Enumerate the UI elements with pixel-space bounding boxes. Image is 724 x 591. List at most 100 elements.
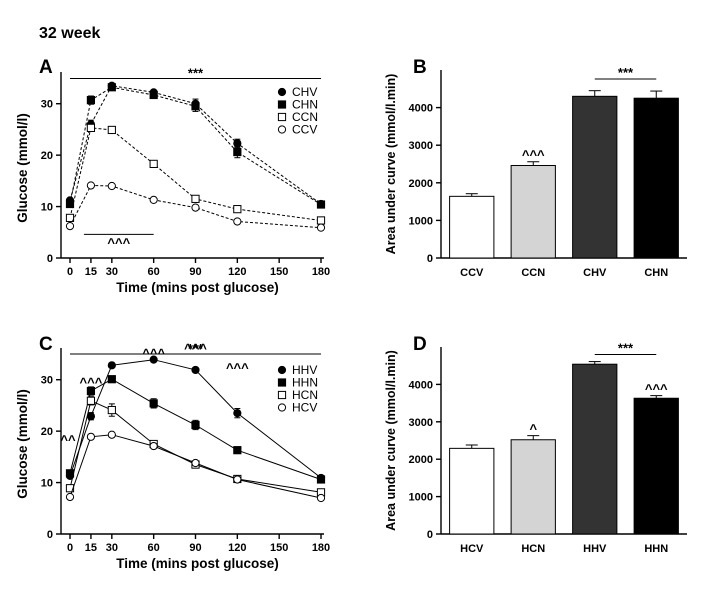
panel-b: B 0 1000 2000 3000 4000 Area under curve (mmol…: [384, 57, 687, 279]
significance-marker: ***: [188, 66, 204, 81]
figure-title: 32 week: [39, 25, 100, 42]
x-tick-label: 15: [85, 542, 97, 554]
x-tick-label: CCN: [521, 267, 545, 279]
data-point: [316, 223, 326, 232]
bar-hcn: [510, 435, 556, 535]
legend-label: CCV: [292, 123, 317, 137]
y-tick-label: 0: [427, 253, 433, 265]
x-tick-label: 180: [312, 542, 330, 554]
significance-marker: ^^^: [80, 375, 103, 390]
legend-label: CCN: [292, 110, 318, 124]
panel-label: C: [39, 334, 53, 355]
bar-hhn: [633, 395, 679, 535]
y-tick-label: 20: [41, 426, 53, 438]
x-tick-label: 30: [106, 542, 118, 554]
x-tick-label: 120: [228, 542, 246, 554]
x-tick-label: 60: [148, 266, 160, 278]
legend-label: HHN: [292, 376, 318, 390]
y-tick-label: 3000: [409, 140, 433, 152]
data-point: [107, 83, 116, 92]
data-point: [277, 112, 287, 122]
significance-marker: ^^: [60, 433, 76, 448]
series-ccv: [65, 181, 326, 232]
significance-marker: ***: [618, 65, 634, 80]
x-tick-label: 0: [67, 542, 73, 554]
legend-label: HHV: [292, 363, 317, 377]
significance-marker: ^^^: [645, 382, 668, 397]
data-point: [233, 409, 242, 418]
panel-d: D 0 1000 2000 3000 4000 Area under curve (mmol…: [384, 334, 687, 555]
x-tick-label: 90: [189, 542, 201, 554]
bar: [449, 195, 495, 259]
panel-c: C 0 10 20 30 0 15 30 60 90 120 150 180 Time (mins pos…: [15, 334, 330, 571]
x-tick-label: CHV: [583, 267, 607, 279]
y-tick-label: 2000: [409, 454, 433, 466]
data-point: [107, 181, 116, 191]
data-point: [86, 396, 96, 405]
data-point: [86, 96, 96, 105]
data-point: [316, 475, 326, 484]
data-point: [86, 123, 96, 132]
y-tick-label: 4000: [409, 379, 433, 391]
significance-marker: ***: [618, 340, 634, 355]
y-tick-label: 1000: [409, 215, 433, 227]
y-tick-label: 1000: [409, 492, 433, 504]
y-axis-title: Glucose (mmol/l): [15, 113, 30, 223]
data-point: [107, 361, 116, 370]
data-point: [233, 147, 242, 157]
data-point: [277, 87, 287, 97]
data-point: [65, 222, 75, 231]
x-tick-label: 90: [189, 266, 201, 278]
y-tick-label: 2000: [409, 178, 433, 190]
panel-label: D: [413, 334, 427, 355]
panel-label: B: [413, 57, 427, 78]
x-tick-label: CHN: [644, 267, 668, 279]
data-point: [65, 213, 75, 222]
data-point: [191, 365, 200, 375]
data-point: [149, 399, 158, 408]
data-point: [107, 430, 116, 439]
y-tick-label: 3000: [409, 417, 433, 429]
y-tick-label: 4000: [409, 103, 433, 115]
data-point: [191, 420, 200, 430]
panel-a: A 0 10 20 30 0 15 30 60 90 120 150 180 Time (mins pos…: [15, 57, 330, 295]
significance-marker: ^^^: [226, 361, 249, 376]
data-point: [86, 181, 96, 190]
bar: [510, 165, 556, 259]
data-point: [65, 484, 75, 493]
data-point: [149, 195, 158, 204]
data-point: [191, 194, 200, 203]
x-tick-label: HCV: [460, 543, 484, 555]
bar: [449, 447, 495, 535]
data-point: [86, 432, 96, 441]
bar-hhv: [572, 361, 618, 535]
x-tick-label: 120: [228, 266, 246, 278]
y-tick-label: 20: [41, 150, 53, 162]
bar: [572, 363, 618, 535]
legend-label: CHN: [292, 98, 318, 112]
data-point: [191, 203, 200, 212]
legend-label: HCN: [292, 388, 318, 402]
data-point: [316, 493, 326, 503]
data-point: [191, 458, 200, 468]
y-axis-title: Glucose (mmol/l): [15, 389, 30, 499]
x-tick-label: 60: [148, 542, 160, 554]
x-tick-label: 15: [85, 266, 97, 278]
data-point: [149, 159, 158, 168]
y-tick-label: 0: [47, 253, 53, 265]
y-tick-label: 10: [41, 478, 53, 490]
data-point: [65, 492, 75, 502]
bar-ccn: [510, 161, 556, 259]
data-point: [233, 475, 242, 484]
data-point: [149, 90, 158, 100]
x-axis-title: Time (mins post glucose): [116, 280, 279, 295]
series-chn: [65, 83, 326, 209]
data-point: [86, 412, 96, 421]
significance-marker: ^^^: [142, 346, 165, 361]
significance-marker: ^^^: [184, 341, 207, 356]
series-hcv: [65, 430, 326, 503]
data-point: [107, 125, 116, 135]
series-hcn: [65, 396, 326, 497]
